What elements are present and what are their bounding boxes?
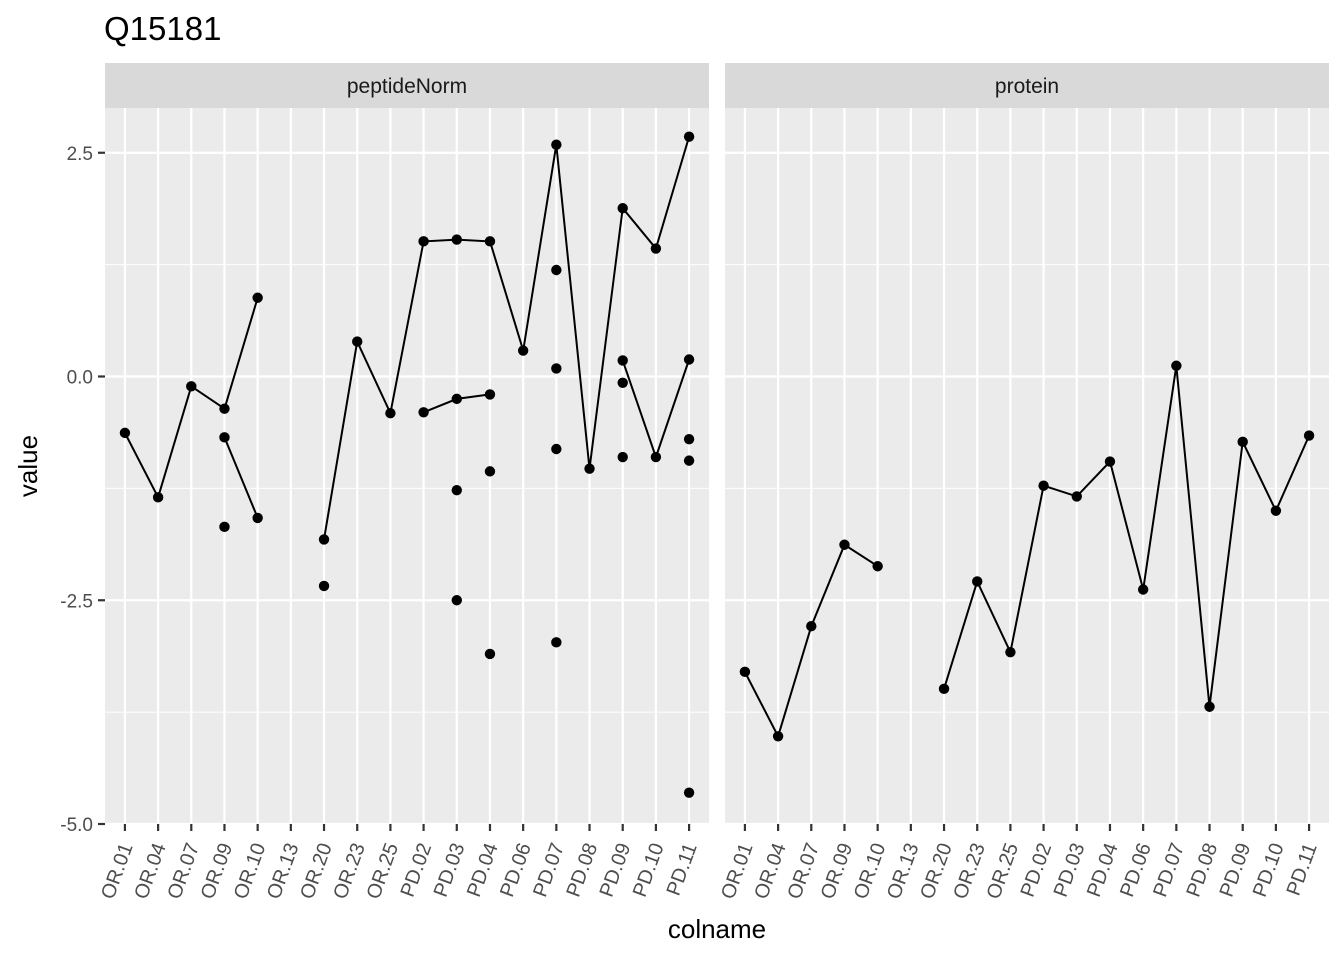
facet-strip-label: protein bbox=[995, 75, 1059, 98]
panel-protein: proteinOR.01OR.04OR.07OR.09OR.10OR.13OR.… bbox=[717, 63, 1329, 902]
data-point bbox=[551, 363, 562, 374]
data-point bbox=[683, 455, 695, 466]
data-point bbox=[352, 336, 363, 347]
data-point bbox=[252, 512, 263, 524]
data-point bbox=[872, 561, 883, 572]
y-axis-title: value bbox=[13, 435, 43, 497]
data-point bbox=[839, 539, 850, 550]
panel-background bbox=[725, 108, 1329, 824]
data-point bbox=[418, 236, 429, 247]
data-point bbox=[219, 432, 230, 443]
panel-background bbox=[105, 108, 709, 824]
series-line bbox=[223, 437, 259, 519]
data-point bbox=[650, 243, 662, 254]
data-point bbox=[385, 407, 396, 419]
data-point bbox=[1171, 360, 1182, 371]
data-point bbox=[1303, 430, 1315, 441]
data-point bbox=[451, 595, 462, 606]
data-point bbox=[617, 377, 628, 388]
series-line bbox=[323, 136, 691, 540]
data-point bbox=[318, 534, 330, 545]
data-point bbox=[186, 381, 197, 392]
data-point bbox=[451, 393, 462, 405]
data-point bbox=[551, 264, 562, 276]
data-point bbox=[517, 345, 529, 356]
data-point bbox=[551, 443, 562, 455]
y-tick-label: -2.5 bbox=[60, 591, 93, 612]
data-point bbox=[551, 139, 562, 150]
data-point bbox=[683, 433, 695, 445]
data-point bbox=[972, 576, 983, 587]
data-point bbox=[683, 354, 695, 365]
data-point bbox=[584, 463, 595, 474]
data-point bbox=[152, 492, 164, 503]
data-point bbox=[451, 484, 462, 496]
facet-strip-label: peptideNorm bbox=[347, 75, 467, 98]
data-point bbox=[484, 236, 496, 247]
data-point bbox=[806, 621, 817, 632]
data-point bbox=[1270, 505, 1282, 516]
data-point bbox=[1071, 491, 1082, 502]
facet-strip bbox=[725, 63, 1329, 108]
y-tick-label: -5.0 bbox=[60, 815, 93, 836]
data-point bbox=[119, 427, 131, 439]
data-point bbox=[1204, 701, 1215, 712]
data-point bbox=[683, 131, 695, 142]
y-tick-label: 2.5 bbox=[67, 144, 93, 165]
panel-peptideNorm: peptideNormOR.01OR.04OR.07OR.09OR.10OR.1… bbox=[97, 63, 709, 902]
data-point bbox=[219, 403, 230, 414]
data-point bbox=[772, 731, 784, 742]
data-point bbox=[551, 637, 562, 648]
data-point bbox=[938, 683, 950, 695]
data-point bbox=[1038, 480, 1049, 491]
data-point bbox=[650, 451, 662, 463]
data-point bbox=[617, 451, 628, 463]
data-point bbox=[484, 389, 496, 400]
data-point bbox=[252, 292, 263, 303]
data-point bbox=[484, 648, 496, 660]
data-point bbox=[1104, 456, 1116, 467]
data-point bbox=[1005, 646, 1016, 658]
y-axis: 2.5 0.0 -2.5 -5.0 bbox=[60, 144, 105, 836]
data-point bbox=[739, 666, 751, 678]
chart-title: Q15181 bbox=[104, 10, 221, 47]
data-point bbox=[617, 203, 628, 214]
data-point bbox=[318, 580, 330, 592]
data-point bbox=[484, 466, 496, 477]
series-line bbox=[943, 365, 1311, 707]
facet-strip bbox=[105, 63, 709, 108]
data-point bbox=[418, 407, 429, 418]
data-point bbox=[617, 355, 628, 366]
data-point bbox=[219, 521, 230, 533]
data-point bbox=[683, 787, 695, 798]
y-tick-label: 0.0 bbox=[67, 368, 93, 389]
data-point bbox=[451, 234, 462, 245]
data-point bbox=[1137, 584, 1149, 595]
x-axis-title: colname bbox=[668, 914, 766, 944]
data-point bbox=[1237, 436, 1248, 448]
